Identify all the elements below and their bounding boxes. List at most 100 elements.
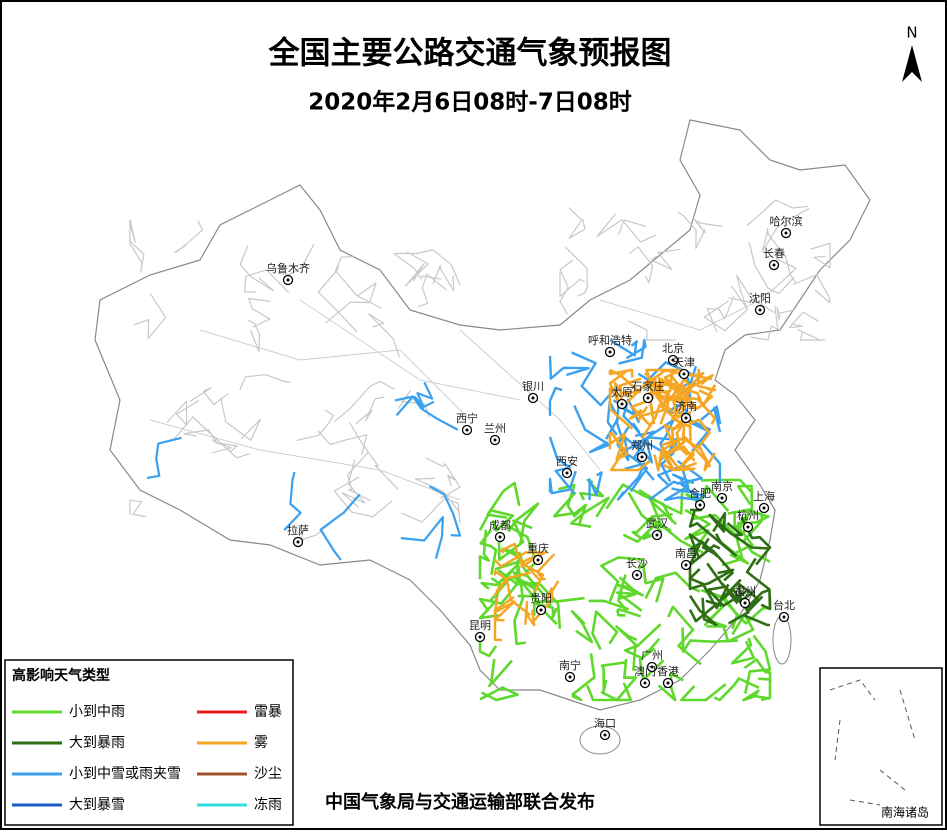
inset-box	[819, 667, 943, 826]
road	[319, 493, 361, 561]
road	[548, 470, 577, 495]
city-label: 重庆	[527, 541, 549, 555]
road	[622, 517, 672, 543]
road	[742, 509, 770, 534]
road	[669, 383, 690, 402]
road	[628, 320, 676, 341]
legend-label: 沙尘	[254, 766, 282, 782]
road	[248, 298, 271, 328]
road	[659, 450, 698, 472]
legend-label: 大到暴雪	[69, 797, 125, 813]
city-label: 长春	[763, 247, 785, 260]
map-subtitle: 2020年2月6日08时-7日08时	[308, 89, 632, 116]
road	[726, 522, 769, 550]
road	[600, 658, 638, 702]
road	[742, 689, 771, 702]
road	[447, 474, 457, 487]
road	[766, 228, 797, 284]
road	[736, 274, 776, 314]
city-label: 西宁	[456, 411, 478, 425]
road	[586, 682, 633, 702]
road	[548, 355, 590, 380]
road	[146, 436, 182, 479]
road	[631, 513, 673, 540]
road	[478, 578, 534, 612]
city-dot	[784, 231, 788, 235]
city-label: 石家庄	[632, 379, 665, 393]
road	[588, 598, 629, 611]
road	[743, 658, 772, 683]
city-label: 杭州	[737, 508, 759, 522]
road	[688, 594, 718, 627]
road	[283, 471, 302, 531]
city-dot	[782, 615, 786, 619]
road	[571, 351, 618, 407]
road	[662, 436, 717, 472]
city-label: 合肥	[689, 486, 711, 500]
road	[641, 390, 670, 425]
road	[660, 368, 714, 390]
road	[333, 476, 393, 518]
province-border	[149, 299, 761, 501]
city-label: 广州	[641, 649, 663, 662]
city-dot	[635, 573, 639, 577]
city-dot	[296, 540, 300, 544]
road	[394, 395, 459, 431]
road	[616, 608, 641, 618]
road	[239, 374, 291, 391]
road	[432, 265, 455, 292]
road	[688, 599, 722, 623]
city-dot	[746, 525, 750, 529]
road	[630, 398, 656, 427]
road	[513, 578, 526, 646]
road	[616, 574, 643, 612]
road	[493, 597, 516, 622]
city-dot	[743, 601, 747, 605]
road	[497, 519, 533, 562]
city-dot	[758, 308, 762, 312]
road	[325, 282, 377, 324]
road	[703, 285, 749, 332]
road	[368, 313, 401, 358]
road	[744, 634, 772, 694]
legend-label: 小到中雨	[69, 704, 125, 720]
road	[647, 379, 694, 402]
roads	[129, 199, 831, 702]
road	[600, 661, 626, 693]
road	[317, 430, 368, 455]
road	[721, 613, 755, 643]
city-dot	[536, 558, 540, 562]
city-label: 南京	[711, 479, 733, 493]
road	[174, 220, 203, 253]
road	[129, 219, 145, 273]
road	[189, 387, 229, 406]
legend-label: 大到暴雨	[69, 735, 125, 751]
road	[480, 565, 518, 590]
road	[478, 509, 515, 532]
road	[610, 431, 629, 461]
city-label: 昆明	[469, 619, 491, 632]
road	[684, 508, 711, 556]
road	[355, 396, 385, 424]
road	[627, 491, 663, 540]
road	[750, 305, 779, 341]
legend-title: 高影响天气类型	[12, 667, 110, 684]
city-dot	[603, 733, 607, 737]
road	[591, 610, 619, 651]
city-dot	[643, 681, 647, 685]
road	[588, 471, 603, 500]
road	[609, 338, 639, 357]
road	[731, 637, 756, 665]
city-label: 北京	[662, 341, 684, 355]
city-dot	[498, 535, 502, 539]
city-dot	[640, 455, 644, 459]
city-dot	[772, 263, 776, 267]
road	[608, 387, 633, 430]
city-dot	[684, 563, 688, 567]
legend-label: 雾	[254, 735, 268, 751]
road	[788, 311, 820, 329]
road	[680, 683, 727, 702]
road	[334, 380, 395, 422]
road	[317, 265, 358, 333]
road	[570, 609, 594, 644]
